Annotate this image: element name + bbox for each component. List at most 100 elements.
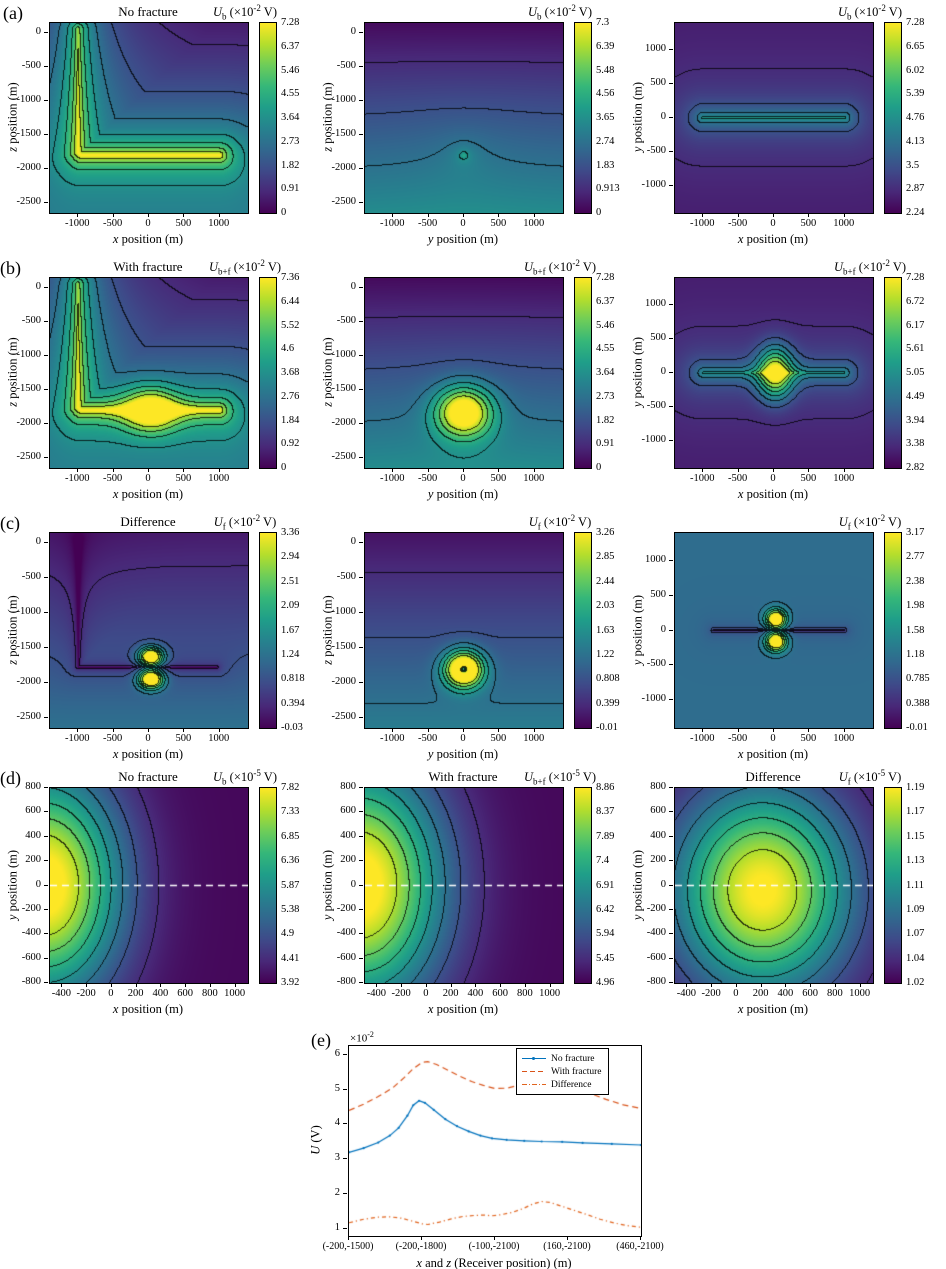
x-tick-mark <box>549 983 551 987</box>
y-axis-label-text: y position (m) <box>5 849 20 920</box>
y-tick-mark <box>343 1193 347 1195</box>
colorbar-tick-label: 2.87 <box>906 183 925 195</box>
colorbar-tick-label: 5.52 <box>281 319 300 331</box>
x-tick-mark <box>148 728 149 732</box>
x-tick-mark <box>425 983 427 987</box>
y-tick-mark <box>359 422 363 424</box>
colorbar-title: Ub+f (×10-2 V) <box>208 258 282 277</box>
x-tick-mark <box>427 213 429 217</box>
colorbar-tick-label: 2.51 <box>281 575 300 587</box>
colorbar-tick-label: 5.87 <box>281 879 300 891</box>
y-tick-label: -1000 <box>331 94 357 106</box>
axis-scale-label: ×10-2 <box>350 1030 374 1045</box>
y-tick-label: 3 <box>334 1152 340 1164</box>
legend-line <box>522 1084 546 1086</box>
x-tick-mark <box>112 728 114 732</box>
y-tick-label: -500 <box>336 571 356 583</box>
y-tick-mark <box>359 612 363 614</box>
y-tick-mark <box>669 594 673 596</box>
colorbar <box>884 277 902 469</box>
x-tick-mark <box>686 983 688 987</box>
colorbar-tick-label: 3.17 <box>906 527 925 538</box>
y-tick-label: -1500 <box>331 640 357 652</box>
x-tick-mark <box>183 728 185 732</box>
colorbar-tick-label: 4.41 <box>281 952 300 964</box>
contour-canvas-d1 <box>50 788 248 983</box>
y-tick-mark <box>44 542 48 544</box>
colorbar-tick-label: 0.913 <box>596 183 620 195</box>
x-tick-mark <box>808 728 810 732</box>
x-tick-label: 500 <box>800 218 817 229</box>
x-tick-label: -1000 <box>380 218 405 229</box>
y-tick-label: -1500 <box>16 127 42 139</box>
y-tick-label: -500 <box>21 315 41 327</box>
x-tick-label: 0 <box>770 218 776 229</box>
y-tick-label: 0 <box>35 536 41 548</box>
x-tick-mark <box>711 983 713 987</box>
colorbar-tick-label: 2.74 <box>596 135 615 147</box>
y-axis-label-text: z position (m) <box>5 594 20 665</box>
y-axis-label-text: y position (m) <box>630 336 645 408</box>
contour-canvas-c2 <box>365 533 563 728</box>
y-tick-mark <box>359 355 363 357</box>
y-tick-label: 4 <box>334 1117 340 1129</box>
contour-canvas-c1 <box>50 533 248 728</box>
y-tick-mark <box>359 908 363 910</box>
y-tick-label: 0 <box>660 366 666 377</box>
y-tick-label: -2500 <box>16 450 42 462</box>
x-tick-label: 600 <box>802 988 818 999</box>
x-tick-mark <box>498 213 500 217</box>
x-tick-mark <box>160 983 162 987</box>
x-tick-label: 500 <box>490 733 507 744</box>
contour-plot-a1 <box>49 22 249 214</box>
y-axis-label-text: z position (m) <box>320 82 335 152</box>
y-tick-label: 200 <box>25 854 41 866</box>
y-tick-mark <box>44 908 48 910</box>
y-tick-label: -2500 <box>16 195 42 207</box>
x-axis-label: x position (m) <box>112 232 184 246</box>
colorbar-tick-label: 1.18 <box>906 648 925 660</box>
y-tick-label: -200 <box>336 902 356 914</box>
colorbar-tick-label: 7.82 <box>281 782 300 793</box>
x-tick-mark <box>376 983 378 987</box>
colorbar-tick-label: 6.02 <box>906 64 925 76</box>
colorbar-tick-label: 6.65 <box>906 40 925 52</box>
x-tick-mark <box>808 468 810 472</box>
x-tick-mark <box>737 468 739 472</box>
y-tick-mark <box>359 716 363 718</box>
contour-plot-c2 <box>364 532 564 729</box>
y-tick-mark <box>669 184 673 186</box>
y-tick-label: -800 <box>646 976 666 987</box>
y-tick-label: 800 <box>340 781 356 792</box>
colorbar-tick-label: 1.58 <box>906 624 925 636</box>
y-tick-label: 500 <box>650 332 666 344</box>
x-tick-label: 500 <box>175 473 192 484</box>
colorbar-tick-label: 6.39 <box>596 40 615 52</box>
x-axis-label: x position (m) <box>737 1002 809 1016</box>
y-tick-mark <box>44 388 48 390</box>
contour-plot-b2 <box>364 277 564 469</box>
y-tick-mark <box>359 681 363 683</box>
x-tick-label: -1000 <box>380 733 405 744</box>
x-tick-mark <box>183 468 185 472</box>
y-tick-label: -1000 <box>16 349 42 361</box>
x-tick-label: 0 <box>423 988 429 999</box>
colorbar-tick-label: 1.98 <box>906 600 925 612</box>
colorbar-tick-label: -0.01 <box>596 722 618 733</box>
x-tick-label: 0 <box>770 733 776 744</box>
y-tick-mark <box>343 1228 347 1230</box>
contour-canvas-b1 <box>50 278 248 468</box>
x-tick-mark <box>427 468 429 472</box>
x-tick-label: (160,-2100) <box>543 1241 591 1252</box>
x-tick-label: 500 <box>800 473 817 484</box>
x-axis-label: x position (m) <box>112 487 184 501</box>
y-tick-label: -1500 <box>331 382 357 394</box>
y-axis-label-text: U (V) <box>308 1125 323 1155</box>
y-tick-label: 400 <box>650 829 666 841</box>
colorbar <box>574 277 592 469</box>
y-tick-label: 0 <box>35 281 41 293</box>
y-tick-label: -2000 <box>16 161 42 173</box>
colorbar-title: Ub+f (×10-2 V) <box>523 258 597 277</box>
colorbar-tick-label: 2.73 <box>596 390 615 402</box>
y-axis-label-text: z position (m) <box>320 337 335 407</box>
